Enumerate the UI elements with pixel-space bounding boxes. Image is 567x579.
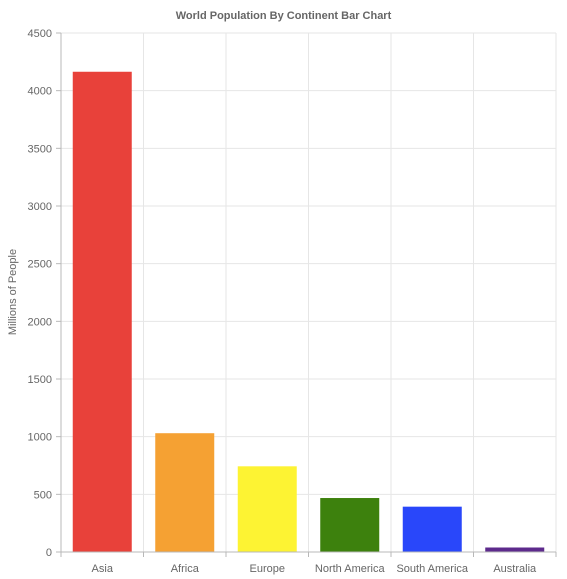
tick-layer: 0 500 1000 1500 2000 2500 3000 3500 4000 4500 Asia…	[28, 28, 538, 575]
y-tick-label: 2500	[28, 259, 52, 271]
bar-layer	[72, 71, 545, 552]
chart-title: World Population By Continent Bar Chart	[176, 10, 392, 22]
y-tick-label: 3000	[28, 201, 52, 213]
bar-australia[interactable]	[485, 547, 545, 552]
bar-asia[interactable]	[72, 71, 132, 552]
y-tick-label: 4500	[28, 28, 52, 40]
x-tick-label: North America	[315, 563, 386, 575]
y-axis-label: Millions of People	[7, 249, 19, 335]
x-tick-label: Australia	[493, 563, 537, 575]
y-tick-label: 1500	[28, 374, 52, 386]
bar-europe[interactable]	[237, 466, 297, 552]
x-tick-label: Europe	[250, 563, 285, 575]
bar-north-america[interactable]	[320, 498, 380, 552]
y-tick-label: 500	[34, 489, 52, 501]
y-tick-label: 4000	[28, 86, 52, 98]
y-tick-label: 0	[46, 547, 52, 559]
bar-south-america[interactable]	[402, 506, 462, 552]
bar-africa[interactable]	[155, 433, 215, 552]
grid-layer	[61, 32, 557, 552]
axis-layer	[56, 32, 557, 557]
x-tick-label: South America	[396, 563, 468, 575]
y-tick-label: 1000	[28, 432, 52, 444]
y-tick-label: 2000	[28, 316, 52, 328]
x-tick-label: Asia	[92, 563, 114, 575]
y-tick-label: 3500	[28, 143, 52, 155]
x-tick-label: Africa	[171, 563, 200, 575]
